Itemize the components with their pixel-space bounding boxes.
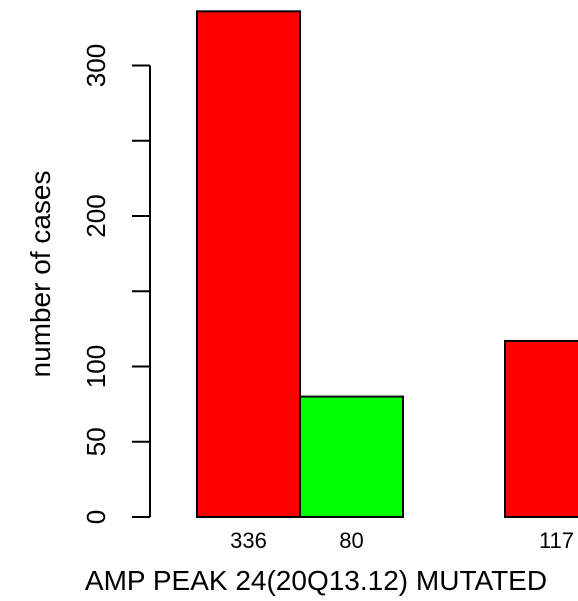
bar-count-label: 80 [339, 528, 363, 553]
y-tick-label: 300 [81, 44, 111, 87]
x-axis-label: AMP PEAK 24(20Q13.12) MUTATED [85, 565, 547, 596]
bar-336 [196, 10, 301, 518]
y-tick-label: 100 [81, 345, 111, 388]
y-axis-label: number of cases [25, 171, 56, 378]
bar-count-label: 336 [230, 528, 267, 553]
bar-count-label: 117 [539, 528, 574, 553]
y-tick-label: 200 [81, 194, 111, 237]
bar-80 [299, 395, 404, 519]
bars-layer [196, 10, 578, 519]
y-tick-label: 0 [81, 510, 111, 524]
y-tick-label: 50 [81, 427, 111, 456]
bar-labels-layer: 336 80 117 [230, 528, 574, 553]
bar-117 [504, 339, 578, 519]
y-axis: 0 50 100 200 300 [81, 44, 151, 524]
